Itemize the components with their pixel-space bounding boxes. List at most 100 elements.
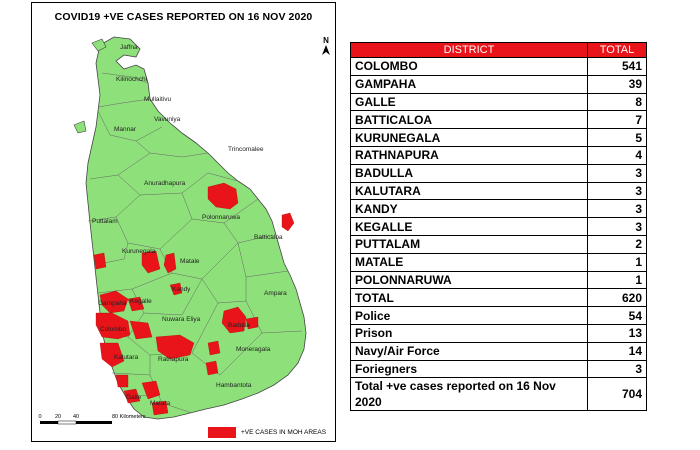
total-cell: 54 [587,306,647,325]
map-panel: COVID19 +VE CASES REPORTED ON 16 NOV 202… [31,2,336,442]
table-row: BATTICALOA 7 [350,110,647,130]
case-area-polonnaruwa [207,182,239,210]
case-area-matale [163,252,177,274]
district-cell: GALLE [350,92,588,112]
total-cell: 4 [587,145,647,165]
total-cell: 1 [587,252,647,272]
total-cell: 14 [587,341,647,361]
total-cell: 2 [587,234,647,254]
case-area-badulla-east [245,316,259,330]
header-district: DISTRICT [350,42,588,58]
map-title: COVID19 +VE CASES REPORTED ON 16 NOV 202… [54,11,313,23]
label-hambantota: Hambantota [216,382,252,389]
district-cell: RATHNAPURA [350,145,588,165]
total-cell: 7 [587,110,647,130]
district-cell: BADULLA [350,163,588,183]
table-row: KEGALLE 3 [350,217,647,236]
case-area-colombo-east [129,320,153,340]
case-area-kalutara-south [115,374,129,388]
case-area-batticaloa [281,212,295,232]
total-row: TOTAL 620 [350,288,647,308]
table-row: MATALE 1 [350,252,647,272]
table-row: PUTTALAM 2 [350,234,647,254]
district-cell: KEGALLE [350,217,588,236]
scale-tick-0: 0 [38,414,41,420]
case-area-kandy [169,282,183,296]
north-arrow: N [322,36,330,55]
table-body: COLOMBO 541 GAMPAHA 39 GALLE 8 BATTICALOA 7 … [350,57,647,412]
district-cell: KALUTARA [350,181,588,201]
label-galle: Galle [126,394,142,401]
legend-label: +VE CASES IN MOH AREAS [241,429,327,436]
label-badulla: Badulla [228,322,250,329]
grand-total-value-cell: 704 [587,377,647,412]
case-area-badulla [221,306,247,334]
case-area-gampaha [99,290,129,314]
district-cell: BATTICALOA [350,110,588,130]
northern-islet [73,120,87,134]
case-area-ratnapura [155,334,195,360]
label-kandy: Kandy [172,286,191,293]
case-area-colombo [95,312,131,340]
legend-swatch [208,427,236,438]
total-cell: 1 [587,270,647,290]
case-area-ratnapura-south [207,340,221,356]
label-kalutara: Kalutara [114,354,139,361]
district-cell: COLOMBO [350,57,588,76]
total-cell: 3 [587,217,647,236]
table-row: Foriegners 3 [350,359,647,379]
label-polonnaruwa: Polonnaruwa [202,214,240,221]
label-kegalle: Kegalle [130,298,152,305]
table-row: GALLE 8 [350,92,647,112]
table-row: COLOMBO 541 [350,57,647,76]
table-row: KANDY 3 [350,199,647,219]
district-cell: KURUNEGALA [350,128,588,147]
case-area-kalutara [99,342,125,368]
cases-table: DISTRICT TOTAL COLOMBO 541 GAMPAHA 39 GALL… [350,42,647,412]
label-trincomalee: Trincomalee [228,146,264,153]
category-cell: Navy/Air Force [350,341,588,361]
category-cell: Police [350,306,588,325]
table-row: POLONNARUWA 1 [350,270,647,290]
district-cell: POLONNARUWA [350,270,588,290]
label-vavuniya: Vavuniya [154,116,181,123]
label-matale: Matale [180,258,200,265]
case-area-kegalle [127,296,145,312]
table-row: KURUNEGALA 5 [350,128,647,147]
grand-total-row: Total +ve cases reported on 16 Nov 2020 7… [350,377,647,412]
scale-tick-80: 80 Kilometers [112,414,146,420]
table-row: Prison 13 [350,323,647,343]
table-row: Navy/Air Force 14 [350,341,647,361]
table-header-row: DISTRICT TOTAL [350,42,647,58]
sri-lanka-map: Jaffna Kilinochchi Mullaitivu Mannar Vav… [38,36,330,425]
label-nuwara-eliya: Nuwara Eliya [162,316,201,323]
map-legend: +VE CASES IN MOH AREAS [208,427,326,438]
label-moneragala: Moneragala [236,346,271,353]
table-row: RATHNAPURA 4 [350,145,647,165]
total-cell: 13 [587,323,647,343]
label-mullaitivu: Mullaitivu [144,96,171,103]
total-cell: 541 [587,57,647,76]
label-gampaha: Gampaha [98,300,127,307]
scale-bar: 0 20 40 80 Kilometers [38,414,146,425]
category-cell: Prison [350,323,588,343]
label-mannar: Mannar [114,126,137,133]
label-matara: Matara [150,400,171,407]
north-arrow-icon [322,45,330,55]
district-labels: Jaffna Kilinochchi Mullaitivu Mannar Vav… [92,44,287,407]
scale-tick-40: 40 [73,414,79,420]
label-anuradhapura: Anuradhapura [144,180,186,187]
north-label: N [323,36,329,45]
total-cell: 3 [587,163,647,183]
label-jaffna: Jaffna [120,44,138,51]
case-area-kurunegala [141,250,161,274]
total-cell: 3 [587,181,647,201]
district-cell: KANDY [350,199,588,219]
grand-total-label-cell: Total +ve cases reported on 16 Nov 2020 [350,377,588,412]
total-cell: 3 [587,199,647,219]
category-cell: Foriegners [350,359,588,379]
table-row: KALUTARA 3 [350,181,647,201]
table-row: Police 54 [350,306,647,325]
label-colombo: Colombo [100,326,126,333]
total-cell: 39 [587,74,647,94]
